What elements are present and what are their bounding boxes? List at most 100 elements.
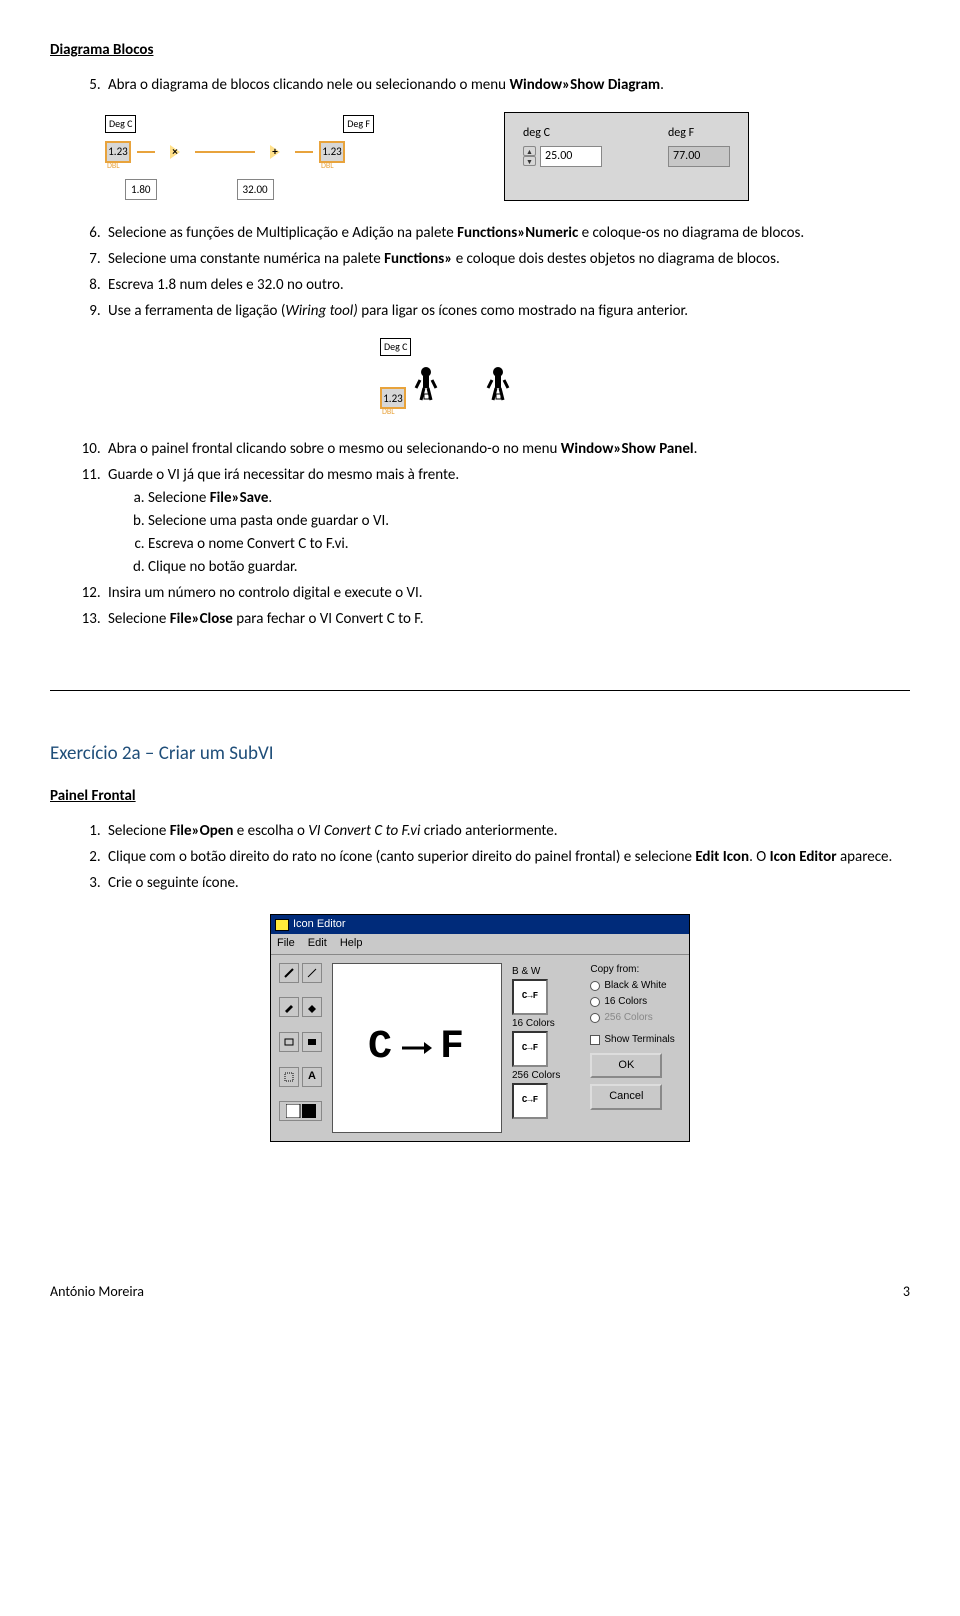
degf-terminal: 1.23 [319,141,345,163]
tool-select[interactable] [279,1067,299,1087]
ex-step-3: Crie o seguinte ícone. [104,873,910,894]
step6-before: Selecione as funções de Multiplicação e … [108,224,457,242]
degc-value[interactable]: 25.00 [540,146,602,167]
degc-spinner[interactable]: ▲ ▼ [523,146,536,166]
figure-row-1: Deg C Deg F 1.23 DBL × + 1.23 DBL 1.80 3… [104,112,910,201]
page-footer: António Moreira 3 [50,1282,910,1302]
tool-pencil[interactable] [279,963,299,983]
e1-before: Selecione [108,822,170,840]
front-panel: deg C ▲ ▼ 25.00 deg F 77.00 [504,112,749,201]
tool-color[interactable] [279,1101,322,1121]
degc-terminal-label: Deg C [105,115,136,133]
panel-degf-label: deg F [668,125,730,142]
menu-file[interactable]: File [277,937,295,949]
tool-fill[interactable] [302,997,322,1017]
bw-preview[interactable]: C→F [512,979,548,1015]
c256-label: 256 Colors [512,1069,560,1083]
step-10: Abra o painel frontal clicando sobre o m… [104,439,910,460]
e2-bold: Edit Icon [695,848,749,866]
ex-step-1: Selecione File»Open e escolha o VI Conve… [104,821,910,842]
e2-before: Clique com o botão direito do rato no íc… [108,848,695,866]
fig2-degc-terminal: 1.23 [380,387,406,409]
step9-after: para ligar os ícones como mostrado na fi… [358,302,688,320]
menu-help[interactable]: Help [340,937,363,949]
step7-before: Selecione uma constante numérica na pale… [108,250,384,268]
ok-button[interactable]: OK [590,1053,662,1078]
step6-after: e coloque-os no diagrama de blocos. [578,224,804,242]
footer-author: António Moreira [50,1282,144,1302]
degf-value: 77.00 [668,146,730,167]
step-13: Selecione File»Close para fechar o VI Co… [104,609,910,630]
app-icon [275,919,289,931]
degc-terminal: 1.23 [105,141,131,163]
checkbox-show-terminals[interactable]: Show Terminals [590,1033,674,1047]
step8-text: Escreva 1.8 num deles e 32.0 no outro. [108,276,344,294]
tool-line[interactable] [302,963,322,983]
step-7: Selecione uma constante numérica na pale… [104,249,910,270]
degf-terminal-label: Deg F [343,115,374,133]
step12-text: Insira um número no controlo digital e e… [108,584,423,602]
figure-2: Deg C 1.23 DBL [380,336,580,409]
c16-label: 16 Colors [512,1017,560,1031]
step5-bold: Window»Show Diagram [509,76,660,94]
wire-icon [295,142,313,162]
radio-256: 256 Colors [590,1011,674,1025]
step5-before: Abra o diagrama de blocos clicando nele … [108,76,509,94]
e2-bold2: Icon Editor [770,848,837,866]
step-8: Escreva 1.8 num deles e 32.0 no outro. [104,275,910,296]
tool-rect-filled[interactable] [302,1032,322,1052]
tool-rect[interactable] [279,1032,299,1052]
step7-bold: Functions» [384,250,452,268]
canvas-f: F [440,1020,466,1076]
radio-16-label: 16 Colors [604,995,647,1009]
step9-before: Use a ferramenta de ligação ( [108,302,285,320]
degc-dbl: DBL [107,161,120,172]
e3-text: Crie o seguinte ícone. [108,874,239,892]
tool-dropper[interactable] [279,997,299,1017]
step11-text: Guarde o VI já que irá necessitar do mes… [108,466,459,484]
e1-italic: VI Convert C to F.vi [308,822,420,840]
step9-italic: Wiring tool) [285,302,357,320]
s11c-text: Escreva o nome Convert C to F.vi. [148,535,349,553]
radio-bw[interactable]: Black & White [590,979,674,993]
radio-256-label: 256 Colors [604,1011,652,1025]
show-terminals-label: Show Terminals [604,1033,674,1047]
wiring-cursor-icon-2 [486,362,526,409]
c16-preview[interactable]: C→F [512,1031,548,1067]
arrow-icon [402,1042,432,1054]
step-11a: Selecione File»Save. [148,488,910,509]
fig2-dbl: DBL [382,407,395,418]
step-11c: Escreva o nome Convert C to F.vi. [148,534,910,555]
radio-16[interactable]: 16 Colors [590,995,674,1009]
radio-bw-label: Black & White [604,979,666,993]
s11a-bold: File»Save [210,489,269,507]
menu-edit[interactable]: Edit [308,937,327,949]
c256-preview[interactable]: C→F [512,1083,548,1119]
step13-before: Selecione [108,610,170,628]
constant-1: 1.80 [125,179,157,200]
tool-text[interactable]: A [302,1067,322,1087]
icon-editor-dialog: Icon Editor File Edit Help A C F [270,914,690,1142]
step10-bold: Window»Show Panel [561,440,694,458]
s11a-before: Selecione [148,489,210,507]
step-11: Guarde o VI já que irá necessitar do mes… [104,465,910,578]
cancel-button[interactable]: Cancel [590,1084,662,1109]
step-9: Use a ferramenta de ligação (Wiring tool… [104,301,910,322]
degc-terminal-value: 1.23 [108,144,128,159]
step-12: Insira um número no controlo digital e e… [104,583,910,604]
block-diagram: Deg C Deg F 1.23 DBL × + 1.23 DBL 1.80 3… [104,112,464,201]
degf-terminal-value: 1.23 [322,144,342,159]
step5-after: . [660,76,664,94]
step-11b: Selecione uma pasta onde guardar o VI. [148,511,910,532]
wire-icon [195,142,255,162]
multiply-node: × [161,139,189,165]
icon-editor-menubar[interactable]: File Edit Help [271,934,689,954]
s11d-text: Clique no botão guardar. [148,558,298,576]
e2-after: aparece. [837,848,893,866]
step7-after: e coloque dois destes objetos no diagram… [452,250,779,268]
bw-label: B & W [512,965,560,979]
icon-canvas[interactable]: C F [332,963,502,1133]
panel-degc-label: deg C [523,125,602,142]
constant-2: 32.00 [237,179,274,200]
footer-page-number: 3 [903,1282,910,1302]
